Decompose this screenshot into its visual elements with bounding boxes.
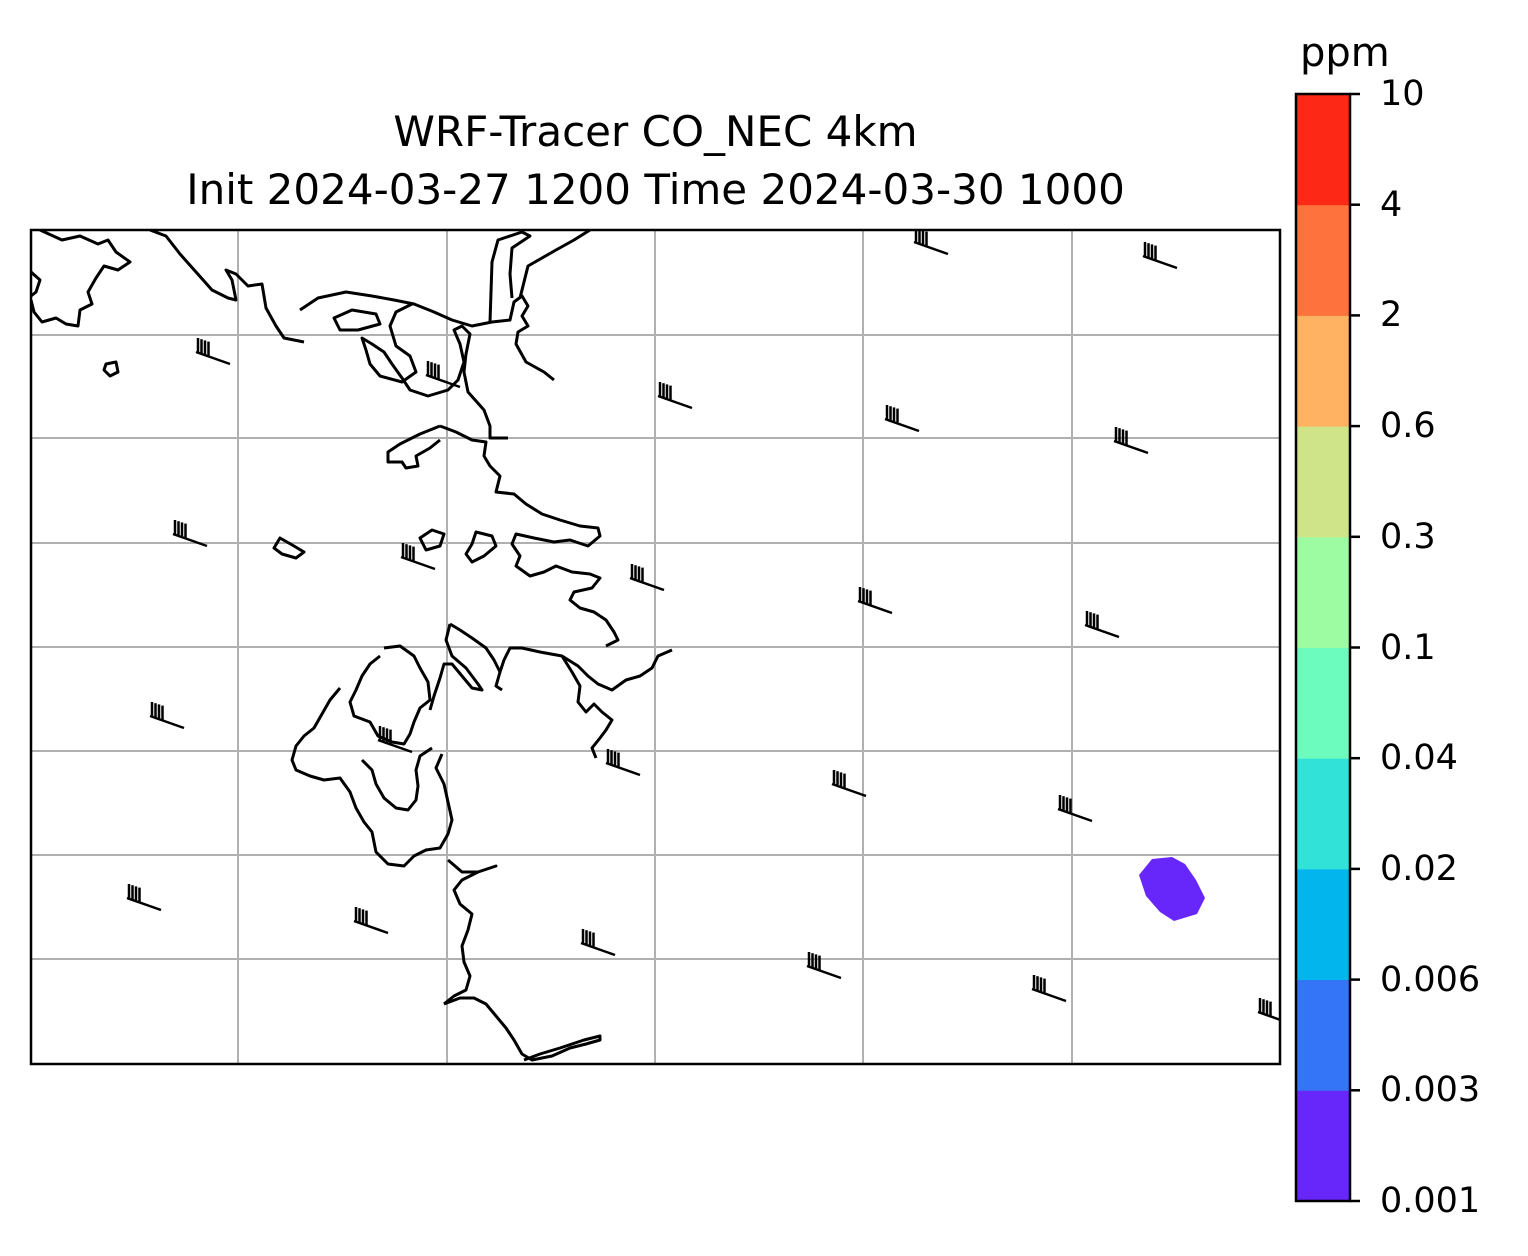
wind-barb [1031,975,1067,1003]
wind-barb [657,382,693,410]
colorbar-segment [1296,94,1350,206]
colorbar-tick-label: 0.006 [1380,959,1481,1000]
colorbar [1294,92,1360,1203]
colorbar-tick-label: 0.6 [1380,406,1436,447]
coastline-river-west [488,230,532,323]
colorbar-segment [1296,536,1350,648]
island-small [102,360,120,378]
wind-barb [605,749,641,777]
colorbar-segment [1296,868,1350,981]
colorbar-tick-label: 0.001 [1380,1181,1481,1221]
colorbar-tick-label: 0.1 [1380,627,1436,668]
colorbar-segment [1296,315,1350,427]
island-mid-west [272,536,306,560]
tracer-plume [1139,857,1205,921]
wind-barb [857,587,893,615]
coastline-south-tip [443,996,602,1062]
wind-barb [1142,242,1178,270]
island-mid-2 [464,530,498,564]
colorbar-tick-label: 0.3 [1380,516,1436,557]
coastline-northwest-2 [31,270,42,298]
colorbar-segment [1296,758,1350,870]
wind-barb [149,702,185,730]
wind-barb [806,952,842,980]
coastline-northwest [31,230,132,328]
wind-barb [629,564,665,592]
map-frame [29,228,1282,1066]
wind-barb [353,907,389,935]
colorbar-segment [1296,979,1350,1091]
wind-barb [884,405,920,433]
colorbar-tick-label: 2 [1380,295,1403,336]
coastline-inlet [386,424,441,470]
wind-barb [195,338,231,366]
colorbar-segment [1296,1090,1350,1202]
colorbar-tick-label: 0.02 [1380,848,1458,889]
coastline-peninsula [360,302,508,440]
wind-barb [126,884,162,912]
colorbar-tick-label: 10 [1380,74,1425,114]
wind-barb [425,361,461,389]
wind-barb [400,543,436,571]
coastline-south-bay-2 [428,623,484,711]
coastline-south-river [443,858,498,1006]
wind-barb [377,726,413,754]
wind-barb [1113,427,1149,455]
coastline-southwest-3 [360,746,433,812]
chart-subtitle: Init 2024-03-27 1200 Time 2024-03-30 100… [186,165,1125,214]
coastline-south-coast [494,655,614,759]
coastline-north-bay [149,230,305,344]
coastlines [31,230,673,1062]
wind-barb [580,929,616,957]
wind-barb [1257,998,1280,1022]
coastline-central [439,424,620,648]
gridlines [31,230,1280,1064]
wind-barb [1057,795,1093,823]
wind-barbs [126,230,1280,1022]
colorbar-tick-label: 0.003 [1380,1070,1481,1111]
wind-barb [172,520,208,548]
wind-barb [831,770,867,798]
coastline-southwest-2 [290,687,454,868]
coastline-south-bay [449,622,673,692]
colorbar-segment [1296,426,1350,538]
island-mid [418,528,446,552]
colorbar-segment [1296,204,1350,316]
colorbar-segment [1296,647,1350,759]
colorbar-unit-label: ppm [1300,30,1390,76]
island-lake [332,308,382,332]
coastline-central-north [299,290,555,382]
wind-barb [1084,611,1120,639]
chart-title: WRF-Tracer CO_NEC 4km [393,107,918,156]
coastline-southwest-1 [348,644,432,746]
coastline-river-east [518,230,591,299]
colorbar-tick-label: 4 [1380,184,1403,225]
colorbar-tick-label: 0.04 [1380,738,1458,779]
